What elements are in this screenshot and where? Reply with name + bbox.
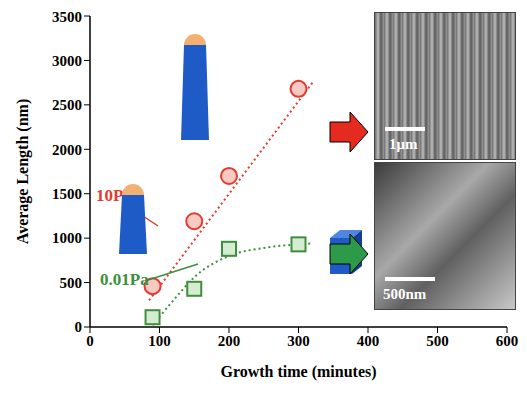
svg-text:Average Length (nm): Average Length (nm)	[14, 99, 32, 244]
svg-text:1000: 1000	[52, 230, 82, 246]
svg-text:1500: 1500	[52, 186, 82, 202]
html-text:500nm: 500nm	[383, 286, 427, 302]
svg-text:2000: 2000	[52, 142, 82, 158]
svg-text:0: 0	[86, 333, 94, 349]
svg-text:300: 300	[287, 333, 310, 349]
svg-text:400: 400	[357, 333, 380, 349]
svg-text:100: 100	[148, 333, 171, 349]
svg-text:500: 500	[60, 275, 83, 291]
svg-text:200: 200	[218, 333, 241, 349]
svg-text:2500: 2500	[52, 97, 82, 113]
svg-text:500: 500	[426, 333, 449, 349]
html-text:0.01Pa: 0.01Pa	[100, 270, 149, 289]
svg-text:0: 0	[75, 319, 83, 335]
html-text:1μm: 1μm	[389, 136, 418, 152]
svg-text:3000: 3000	[52, 53, 82, 69]
svg-text:600: 600	[496, 333, 519, 349]
svg-text:Growth time (minutes): Growth time (minutes)	[220, 363, 376, 381]
html-text:10Pa: 10Pa	[96, 186, 132, 205]
svg-text:3500: 3500	[52, 9, 82, 25]
